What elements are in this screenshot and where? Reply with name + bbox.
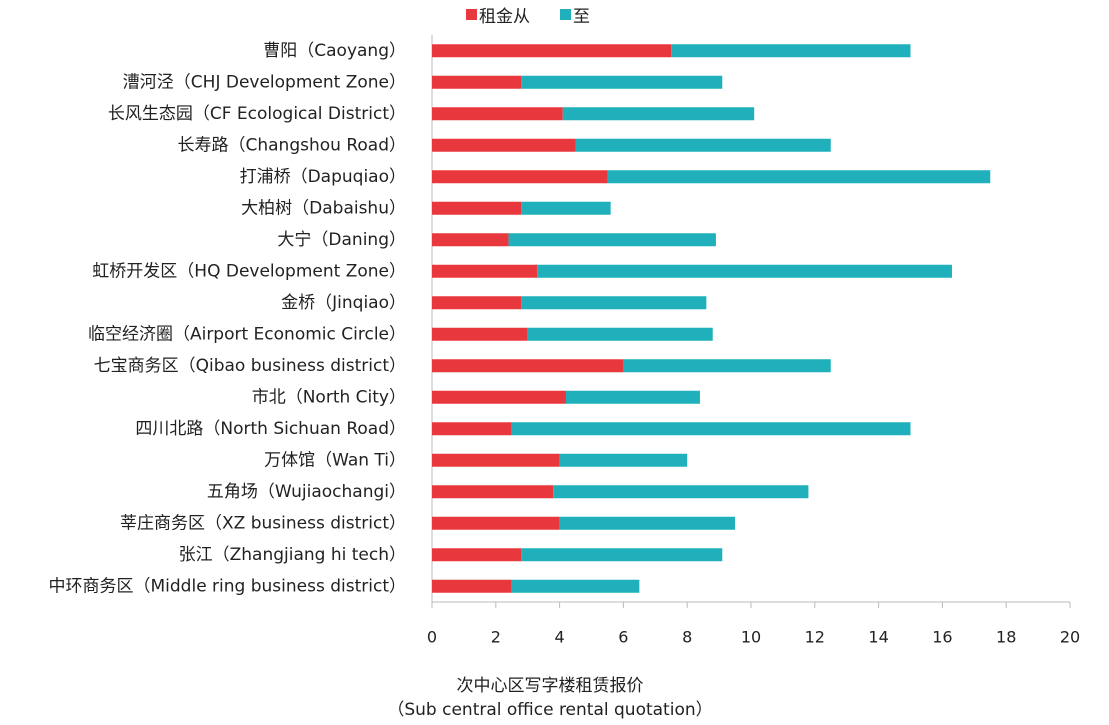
x-tick-label: 20	[1060, 628, 1080, 647]
legend-swatch	[466, 9, 477, 20]
x-tick-label: 12	[805, 628, 825, 647]
legend-label: 至	[573, 7, 590, 27]
bar	[432, 264, 538, 278]
x-tick-label: 16	[932, 628, 952, 647]
x-axis-title: 次中心区写字楼租赁报价	[457, 676, 644, 696]
y-tick-label: 五角场（Wujiaochangi）	[207, 482, 406, 502]
y-tick-label: 四川北路（North Sichuan Road）	[135, 419, 406, 439]
x-tick-label: 2	[491, 628, 501, 647]
bar	[432, 422, 512, 436]
x-tick-label: 0	[427, 628, 437, 647]
x-tick-label: 4	[555, 628, 565, 647]
bar	[607, 170, 991, 184]
y-tick-label: 打浦桥（Dapuqiao）	[240, 167, 406, 187]
bar	[508, 233, 716, 247]
bar	[527, 327, 713, 341]
y-tick-label: 大宁（Daning）	[277, 230, 406, 250]
legend-label: 租金从	[479, 7, 530, 27]
y-tick-label: 七宝商务区（Qibao business district）	[94, 356, 406, 376]
bar	[432, 516, 560, 530]
bar	[432, 296, 522, 310]
x-tick-label: 18	[996, 628, 1016, 647]
bar	[521, 75, 723, 89]
bar	[511, 422, 911, 436]
bar	[521, 201, 611, 215]
bar	[432, 485, 554, 499]
bar	[565, 390, 700, 404]
bar	[623, 359, 831, 373]
bar	[432, 201, 522, 215]
y-tick-label: 曹阳（Caoyang）	[263, 41, 406, 61]
bar	[432, 44, 672, 58]
y-tick-label: 张江（Zhangjiang hi tech）	[179, 545, 406, 565]
bar	[537, 264, 952, 278]
bar	[553, 485, 809, 499]
y-tick-label: 莘庄商务区（XZ business district）	[120, 513, 406, 533]
bar	[559, 453, 688, 467]
y-tick-label: 临空经济圈（Airport Economic Circle）	[88, 324, 406, 344]
bar	[432, 548, 522, 562]
bar	[432, 453, 560, 467]
bar	[575, 138, 831, 152]
bar	[432, 327, 528, 341]
bar	[562, 107, 755, 121]
bar	[432, 579, 512, 593]
bar	[521, 548, 723, 562]
x-axis-title: （Sub central office rental quotation）	[387, 700, 712, 720]
bar	[432, 75, 522, 89]
y-tick-label: 市北（North City）	[252, 387, 406, 407]
y-tick-label: 万体馆（Wan Ti）	[264, 450, 406, 470]
y-tick-label: 金桥（Jinqiao）	[281, 293, 406, 313]
y-tick-label: 大柏树（Dabaishu）	[241, 198, 406, 218]
y-tick-label: 中环商务区（Middle ring business district）	[49, 576, 407, 596]
bar	[671, 44, 911, 58]
x-tick-label: 6	[618, 628, 628, 647]
bar	[511, 579, 640, 593]
y-tick-label: 漕河泾（CHJ Development Zone）	[123, 72, 406, 92]
bar	[432, 233, 509, 247]
bar	[432, 390, 566, 404]
bar	[432, 170, 608, 184]
x-tick-label: 14	[868, 628, 888, 647]
y-tick-label: 长寿路（Changshou Road）	[178, 135, 407, 155]
bar	[432, 107, 563, 121]
y-tick-label: 虹桥开发区（HQ Development Zone）	[92, 261, 406, 281]
bar	[521, 296, 707, 310]
bar	[432, 138, 576, 152]
y-tick-label: 长风生态园（CF Ecological District）	[108, 104, 406, 124]
legend-swatch	[560, 9, 571, 20]
x-tick-label: 10	[741, 628, 761, 647]
bar	[559, 516, 736, 530]
bar	[432, 359, 624, 373]
x-tick-label: 8	[682, 628, 692, 647]
